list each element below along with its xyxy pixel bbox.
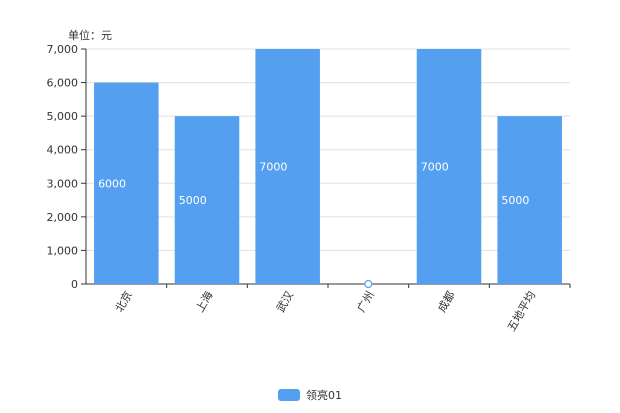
bar xyxy=(416,49,482,284)
bar xyxy=(94,82,159,284)
x-tick-label: 武汉 xyxy=(274,289,296,315)
y-tick-label: 2,000 xyxy=(47,211,79,224)
y-tick-label: 5,000 xyxy=(47,110,79,123)
x-tick-label: 上海 xyxy=(192,289,215,315)
data-label: 7000 xyxy=(259,161,287,174)
legend-swatch xyxy=(278,389,300,401)
bar xyxy=(255,49,320,284)
x-tick-label: 成都 xyxy=(435,289,457,315)
data-label: 6000 xyxy=(98,177,126,190)
x-tick-label: 北京 xyxy=(112,289,135,315)
y-tick-label: 1,000 xyxy=(47,244,79,257)
y-tick-label: 0 xyxy=(71,278,78,291)
y-axis-unit-label: 单位：元 xyxy=(68,29,112,42)
legend-label: 领亮01 xyxy=(306,389,342,402)
zero-point-marker xyxy=(364,279,373,289)
bar xyxy=(497,116,562,285)
y-tick-label: 7,000 xyxy=(47,43,79,56)
y-tick-label: 3,000 xyxy=(47,177,79,190)
x-tick-label: 五地平均 xyxy=(505,289,538,334)
bar xyxy=(174,116,240,285)
data-label: 5000 xyxy=(501,194,529,207)
data-label: 5000 xyxy=(179,194,207,207)
data-label: 7000 xyxy=(421,161,449,174)
legend[interactable]: 领亮01 xyxy=(0,387,620,403)
y-tick-label: 4,000 xyxy=(47,144,79,157)
x-tick-label: 广州 xyxy=(355,289,377,315)
y-tick-label: 6,000 xyxy=(47,77,79,90)
